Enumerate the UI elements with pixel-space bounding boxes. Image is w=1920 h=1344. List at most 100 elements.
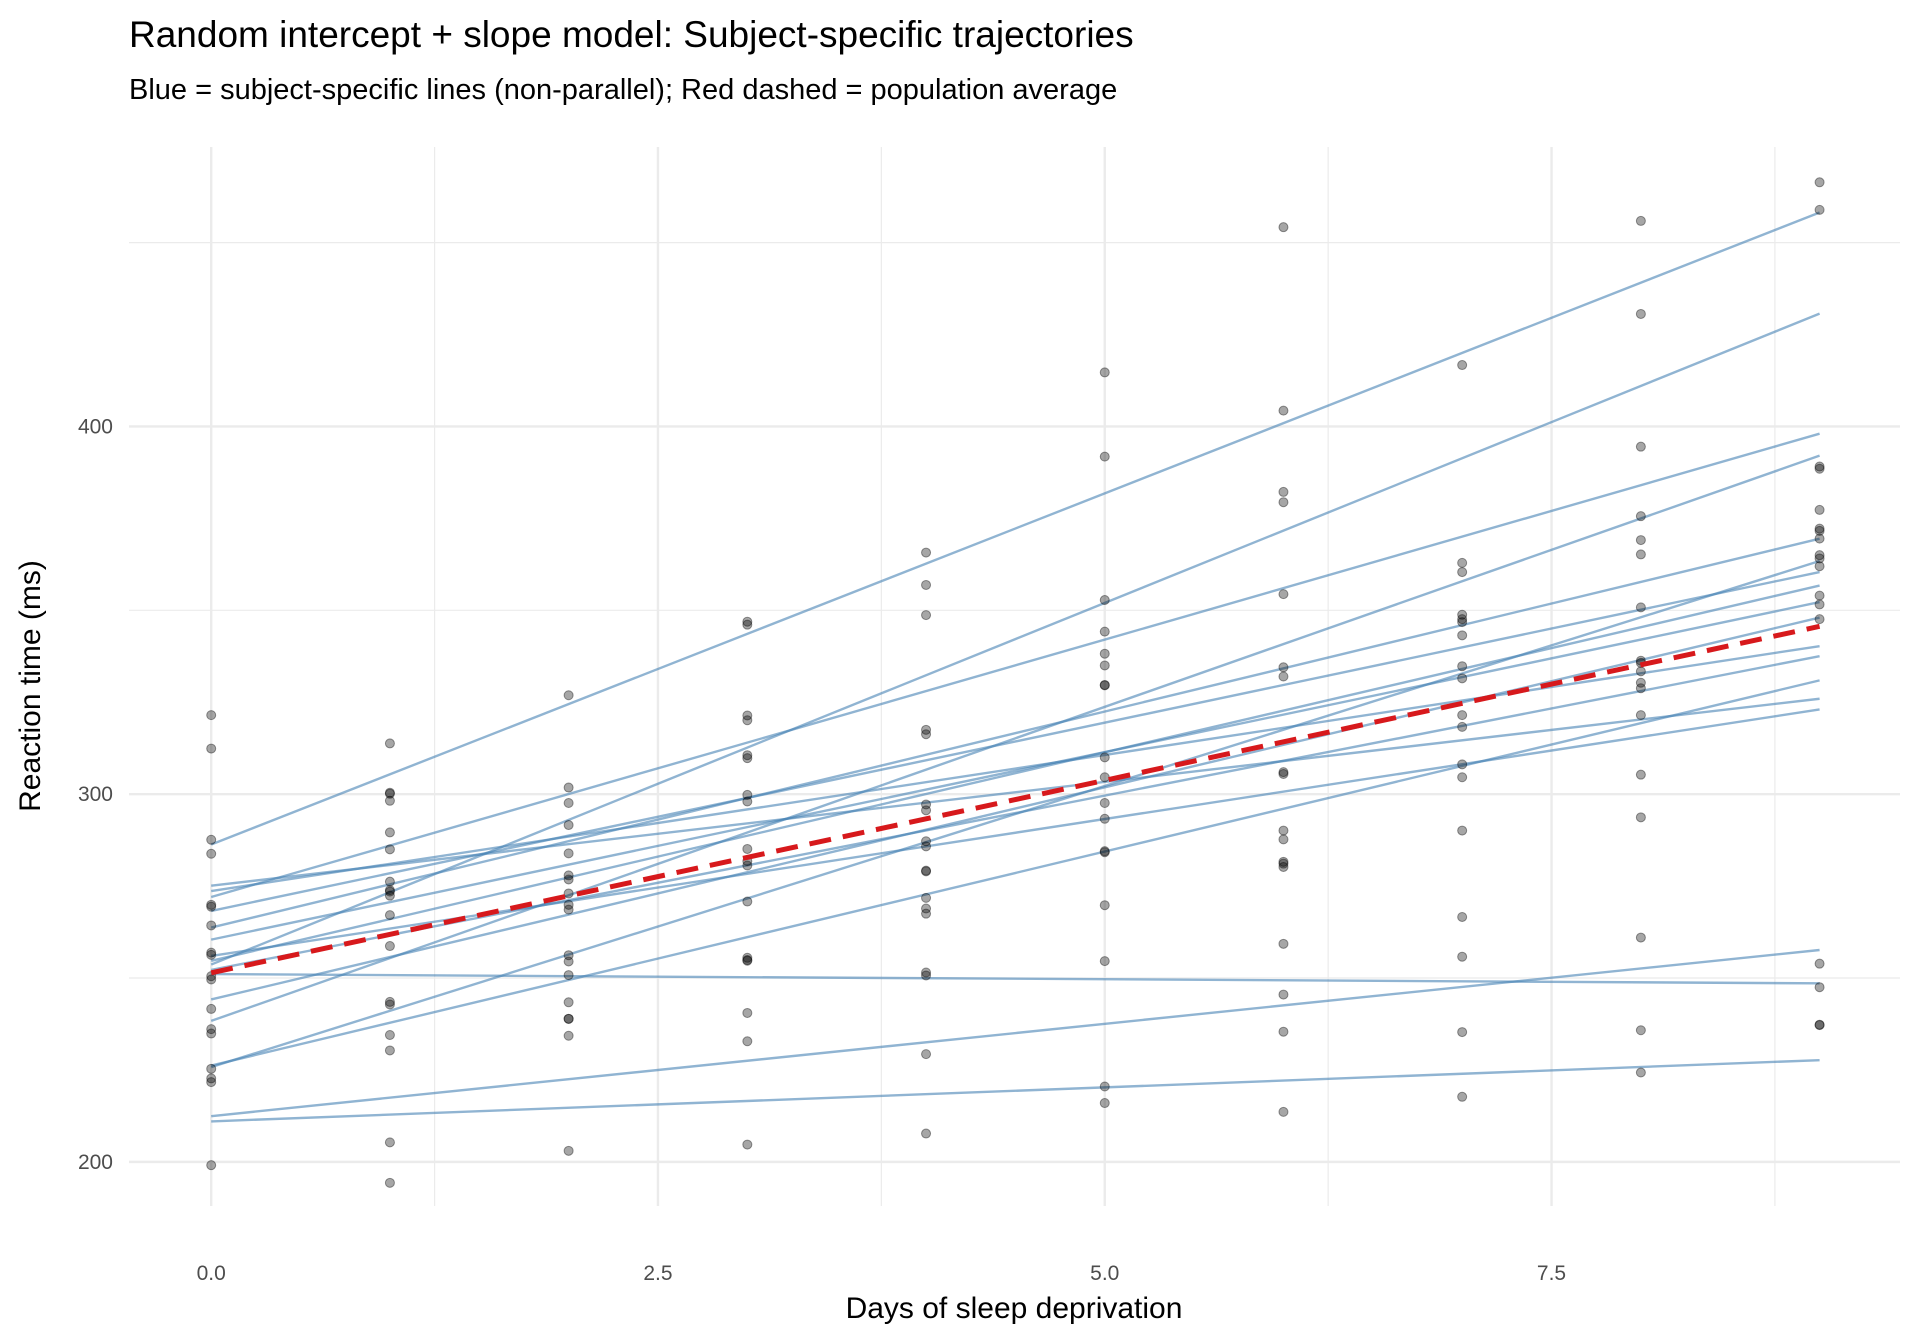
data-point (206, 1073, 217, 1084)
data-point (206, 710, 217, 721)
data-point (1099, 680, 1110, 691)
subject-line-331 (211, 644, 1820, 893)
data-point (1457, 772, 1468, 783)
data-point (742, 955, 753, 966)
data-point (563, 904, 574, 915)
data-point (563, 690, 574, 701)
data-point (1099, 660, 1110, 671)
data-point (1635, 1025, 1646, 1036)
data-point (1099, 772, 1110, 783)
data-point (1635, 812, 1646, 823)
data-point (1457, 661, 1468, 672)
data-point (1099, 679, 1110, 690)
y-tick-label: 300 (78, 783, 113, 806)
data-point (206, 947, 217, 958)
data-point (742, 710, 753, 721)
data-point (1635, 932, 1646, 943)
data-point (742, 616, 753, 627)
data-point (206, 974, 217, 985)
data-point (206, 1160, 217, 1171)
data-point (1278, 671, 1289, 682)
subject-line-335 (211, 972, 1820, 985)
data-point (1457, 951, 1468, 962)
subject-line-333 (210, 570, 1820, 913)
data-point (384, 1045, 395, 1056)
data-point (1457, 911, 1468, 922)
chart-subtitle: Blue = subject-specific lines (non-paral… (129, 74, 1118, 106)
data-point (1278, 989, 1289, 1000)
data-point (384, 795, 395, 806)
data-point (1635, 535, 1646, 546)
y-tick-label: 400 (78, 415, 113, 438)
data-point (384, 738, 395, 749)
data-point (1814, 550, 1825, 561)
subject-line-369 (210, 584, 1820, 962)
subject-line-334 (210, 616, 1820, 1001)
data-point (206, 1028, 217, 1039)
data-point (742, 955, 753, 966)
data-point (1635, 602, 1646, 613)
data-point (1814, 463, 1825, 474)
data-point (1278, 767, 1289, 778)
data-point (742, 1036, 753, 1047)
data-point (384, 844, 395, 855)
data-point (563, 888, 574, 899)
data-point (1457, 360, 1468, 371)
data-point (1814, 590, 1825, 601)
data-point (742, 896, 753, 907)
data-point (742, 753, 753, 764)
data-point (1457, 557, 1468, 568)
data-point (1457, 1027, 1468, 1038)
data-point (921, 967, 932, 978)
data-point (921, 841, 932, 852)
data-point (1635, 710, 1646, 721)
data-point (921, 892, 932, 903)
data-point (742, 1007, 753, 1018)
data-point (384, 910, 395, 921)
data-point (384, 788, 395, 799)
subject-line-310 (211, 948, 1820, 1118)
data-point (921, 579, 932, 590)
data-point (1099, 797, 1110, 808)
data-point (384, 787, 395, 798)
data-point (921, 799, 932, 810)
data-point (1099, 752, 1110, 763)
data-point (921, 866, 932, 877)
subject-line-332 (210, 600, 1820, 941)
data-point (1635, 677, 1646, 688)
data-point (921, 908, 932, 919)
data-point (563, 848, 574, 859)
data-point (206, 1077, 217, 1088)
data-point (1457, 567, 1468, 578)
data-point (563, 950, 574, 961)
data-point (1278, 405, 1289, 416)
data-point (206, 899, 217, 910)
data-point (742, 1139, 753, 1150)
data-point (742, 715, 753, 726)
subject-line-309 (211, 1058, 1820, 1123)
data-point (1278, 858, 1289, 869)
data-point (921, 903, 932, 914)
data-point (1457, 759, 1468, 770)
data-point (921, 610, 932, 621)
data-point (1278, 486, 1289, 497)
data-point (1814, 525, 1825, 536)
subject-line-308 (210, 312, 1821, 966)
data-point (563, 1145, 574, 1156)
data-point (206, 920, 217, 931)
data-point (1099, 846, 1110, 857)
data-point (563, 1013, 574, 1024)
data-point (1635, 308, 1646, 319)
data-point (1099, 900, 1110, 911)
data-point (921, 724, 932, 735)
data-point (384, 876, 395, 887)
data-point (563, 997, 574, 1008)
x-tick-label: 7.5 (1537, 1262, 1566, 1285)
data-point (206, 949, 217, 960)
data-point (384, 999, 395, 1010)
data-point (1099, 595, 1110, 606)
data-point (384, 827, 395, 838)
data-point (1814, 561, 1825, 572)
data-point (206, 1024, 217, 1035)
